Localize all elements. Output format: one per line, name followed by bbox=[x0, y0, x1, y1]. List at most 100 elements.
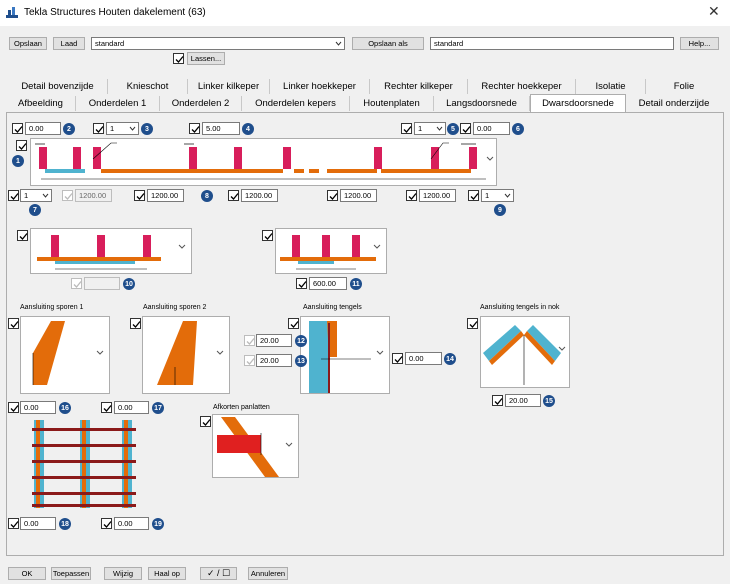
tengels-drawing bbox=[309, 321, 384, 393]
tab-linker-hoekkeper[interactable]: Linker hoekkeper bbox=[270, 79, 370, 94]
tab-dwarsdoorsnede[interactable]: Dwarsdoorsnede bbox=[530, 94, 626, 112]
field-8a[interactable]: 1200.00 bbox=[147, 189, 184, 202]
checkbox-14[interactable] bbox=[392, 353, 403, 364]
preset-select[interactable]: standard bbox=[91, 37, 345, 50]
tekla-app-icon bbox=[6, 7, 18, 18]
select-9-value: 1 bbox=[485, 191, 490, 200]
save-as-button[interactable]: Opslaan als bbox=[352, 37, 424, 50]
tab-afbeelding[interactable]: Afbeelding bbox=[6, 96, 76, 111]
cross-section-image[interactable] bbox=[30, 138, 497, 186]
checkbox-9[interactable] bbox=[468, 190, 479, 201]
select-5[interactable]: 1 bbox=[414, 122, 446, 135]
tab-knieschot[interactable]: Knieschot bbox=[108, 79, 188, 94]
tab-houtenplaten[interactable]: Houtenplaten bbox=[350, 96, 434, 111]
get-button[interactable]: Haal op bbox=[148, 567, 186, 580]
field-8b[interactable]: 1200.00 bbox=[241, 189, 278, 202]
checkbox-1[interactable] bbox=[16, 140, 27, 151]
spacing-image-2[interactable] bbox=[275, 228, 387, 274]
checkbox-tengels[interactable] bbox=[288, 318, 299, 329]
tab-isolatie[interactable]: Isolatie bbox=[576, 79, 646, 94]
field-14[interactable]: 0.00 bbox=[405, 352, 442, 365]
field-15[interactable]: 20.00 bbox=[505, 394, 541, 407]
field-16[interactable]: 0.00 bbox=[20, 401, 56, 414]
modify-button[interactable]: Wijzig bbox=[104, 567, 142, 580]
checkbox-17[interactable] bbox=[101, 402, 112, 413]
field-10 bbox=[84, 277, 120, 290]
tab-rechter-kilkeper[interactable]: Rechter kilkeper bbox=[370, 79, 468, 94]
select-7[interactable]: 1 bbox=[20, 189, 52, 202]
spacing-image-1[interactable] bbox=[30, 228, 192, 274]
toggle-checkboxes-button[interactable]: ✓ / ☐ bbox=[200, 567, 237, 580]
marker-15: 15 bbox=[543, 395, 555, 407]
help-button[interactable]: Help... bbox=[680, 37, 719, 50]
checkbox-sporen-2[interactable] bbox=[130, 318, 141, 329]
field-4[interactable]: 5.00 bbox=[202, 122, 240, 135]
field-11[interactable]: 600.00 bbox=[309, 277, 347, 290]
checkbox-sporen-1[interactable] bbox=[8, 318, 19, 329]
checkbox-6[interactable] bbox=[460, 123, 471, 134]
tab-folie[interactable]: Folie bbox=[673, 81, 695, 92]
sporen-1-drawing bbox=[32, 321, 104, 385]
check-icon bbox=[175, 56, 184, 63]
tab-detail-onderzijde[interactable]: Detail onderzijde bbox=[638, 98, 710, 109]
tab-detail-bovenzijde[interactable]: Detail bovenzijde bbox=[8, 79, 108, 94]
welds-checkbox[interactable] bbox=[173, 53, 184, 64]
ok-button[interactable]: OK bbox=[8, 567, 46, 580]
close-icon[interactable]: ✕ bbox=[708, 3, 720, 19]
sporen-1-image[interactable] bbox=[20, 316, 110, 394]
marker-7: 7 bbox=[29, 204, 41, 216]
checkbox-10-image[interactable] bbox=[17, 230, 28, 241]
checkbox-19[interactable] bbox=[101, 518, 112, 529]
field-8d[interactable]: 1200.00 bbox=[419, 189, 456, 202]
checkbox-11-image[interactable] bbox=[262, 230, 273, 241]
save-as-field[interactable]: standard bbox=[430, 37, 674, 50]
apply-button[interactable]: Toepassen bbox=[51, 567, 91, 580]
field-2[interactable]: 0.00 bbox=[25, 122, 61, 135]
cancel-button[interactable]: Annuleren bbox=[248, 567, 288, 580]
checkbox-5[interactable] bbox=[401, 123, 412, 134]
checkbox-3[interactable] bbox=[93, 123, 104, 134]
field-19[interactable]: 0.00 bbox=[114, 517, 149, 530]
checkbox-15[interactable] bbox=[492, 395, 503, 406]
checkbox-8b[interactable] bbox=[228, 190, 239, 201]
checkbox-8d[interactable] bbox=[406, 190, 417, 201]
checkbox-12 bbox=[244, 335, 255, 346]
select-3[interactable]: 1 bbox=[106, 122, 139, 135]
tengels-nok-image[interactable] bbox=[480, 316, 570, 388]
marker-6: 6 bbox=[512, 123, 524, 135]
preset-value: standard bbox=[95, 39, 125, 48]
field-6[interactable]: 0.00 bbox=[473, 122, 510, 135]
checkbox-2[interactable] bbox=[12, 123, 23, 134]
checkbox-4[interactable] bbox=[189, 123, 200, 134]
tab-linker-kilkeper[interactable]: Linker kilkeper bbox=[188, 79, 270, 94]
chevron-down-icon bbox=[436, 126, 443, 131]
checkbox-16[interactable] bbox=[8, 402, 19, 413]
marker-9: 9 bbox=[494, 204, 506, 216]
field-12[interactable]: 20.00 bbox=[256, 334, 292, 347]
afkorten-image[interactable] bbox=[212, 414, 299, 478]
tab-onderdelen-kepers[interactable]: Onderdelen kepers bbox=[242, 96, 350, 111]
field-13[interactable]: 20.00 bbox=[256, 354, 292, 367]
checkbox-18[interactable] bbox=[8, 518, 19, 529]
select-9[interactable]: 1 bbox=[481, 189, 514, 202]
cross-section-drawing bbox=[35, 142, 494, 180]
field-17[interactable]: 0.00 bbox=[114, 401, 149, 414]
checkbox-7[interactable] bbox=[8, 190, 19, 201]
field-8c[interactable]: 1200.00 bbox=[340, 189, 377, 202]
checkbox-8a[interactable] bbox=[134, 190, 145, 201]
welds-button[interactable]: Lassen... bbox=[187, 52, 225, 65]
load-button[interactable]: Laad bbox=[53, 37, 85, 50]
sporen-2-image[interactable] bbox=[142, 316, 230, 394]
tab-onderdelen-2[interactable]: Onderdelen 2 bbox=[160, 96, 242, 111]
checkbox-afkorten[interactable] bbox=[200, 416, 211, 427]
tab-rechter-hoekkeper[interactable]: Rechter hoekkeper bbox=[468, 79, 576, 94]
checkbox-tengels-nok[interactable] bbox=[467, 318, 478, 329]
batten-grid-drawing bbox=[32, 420, 136, 508]
tengels-image[interactable] bbox=[300, 316, 390, 394]
field-18[interactable]: 0.00 bbox=[20, 517, 56, 530]
tab-langsdoorsnede[interactable]: Langsdoorsnede bbox=[434, 96, 530, 111]
checkbox-11[interactable] bbox=[296, 278, 307, 289]
tab-onderdelen-1[interactable]: Onderdelen 1 bbox=[76, 96, 160, 111]
checkbox-8c[interactable] bbox=[327, 190, 338, 201]
save-button[interactable]: Opslaan bbox=[9, 37, 47, 50]
